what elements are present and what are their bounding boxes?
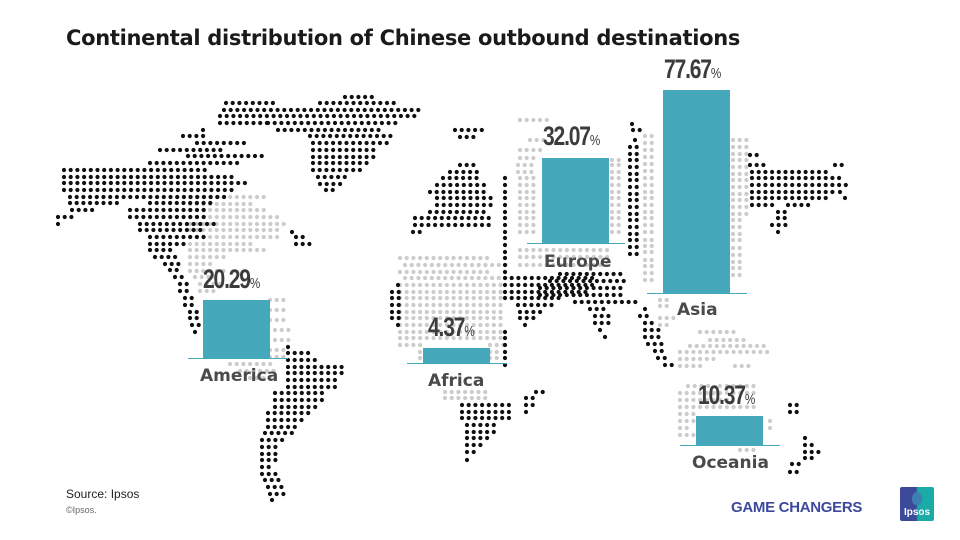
logo-text: Ipsos xyxy=(903,507,931,518)
category-label: Europe xyxy=(544,252,612,272)
bar-europe xyxy=(542,158,609,243)
bar-africa xyxy=(423,348,490,363)
copyright-note: ©Ipsos. xyxy=(66,505,97,515)
bar-baseline xyxy=(188,358,288,359)
bar-baseline xyxy=(407,363,507,364)
value-number: 4.37 xyxy=(428,312,465,342)
head-silhouette-icon xyxy=(912,492,922,505)
value-label: 20.29% xyxy=(203,264,260,295)
value-number: 32.07 xyxy=(543,121,591,151)
percent-sign: % xyxy=(744,391,756,408)
source-note: Source: Ipsos xyxy=(66,487,140,501)
percent-sign: % xyxy=(464,323,475,340)
value-label: 32.07% xyxy=(543,121,600,152)
value-number: 20.29 xyxy=(203,264,251,294)
value-number: 77.67 xyxy=(664,54,712,84)
category-label: Oceania xyxy=(692,453,769,473)
bar-baseline xyxy=(680,445,780,446)
chart-title: Continental distribution of Chinese outb… xyxy=(66,26,741,50)
value-label: 77.67% xyxy=(664,54,721,85)
bar-oceania xyxy=(696,416,763,445)
percent-sign: % xyxy=(249,275,261,292)
value-label: 10.37% xyxy=(698,380,755,411)
tagline-game-changers: GAME CHANGERS xyxy=(731,499,863,516)
bar-america xyxy=(203,300,270,358)
bar-asia xyxy=(663,90,730,293)
value-label: 4.37% xyxy=(428,312,475,343)
bar-baseline xyxy=(647,293,747,294)
ipsos-logo: Ipsos xyxy=(900,487,934,521)
category-label: Asia xyxy=(677,300,718,320)
category-label: Africa xyxy=(428,371,485,391)
category-label: America xyxy=(200,366,279,386)
value-number: 10.37 xyxy=(698,380,746,410)
bar-baseline xyxy=(527,243,625,244)
percent-sign: % xyxy=(589,132,601,149)
percent-sign: % xyxy=(710,65,722,82)
